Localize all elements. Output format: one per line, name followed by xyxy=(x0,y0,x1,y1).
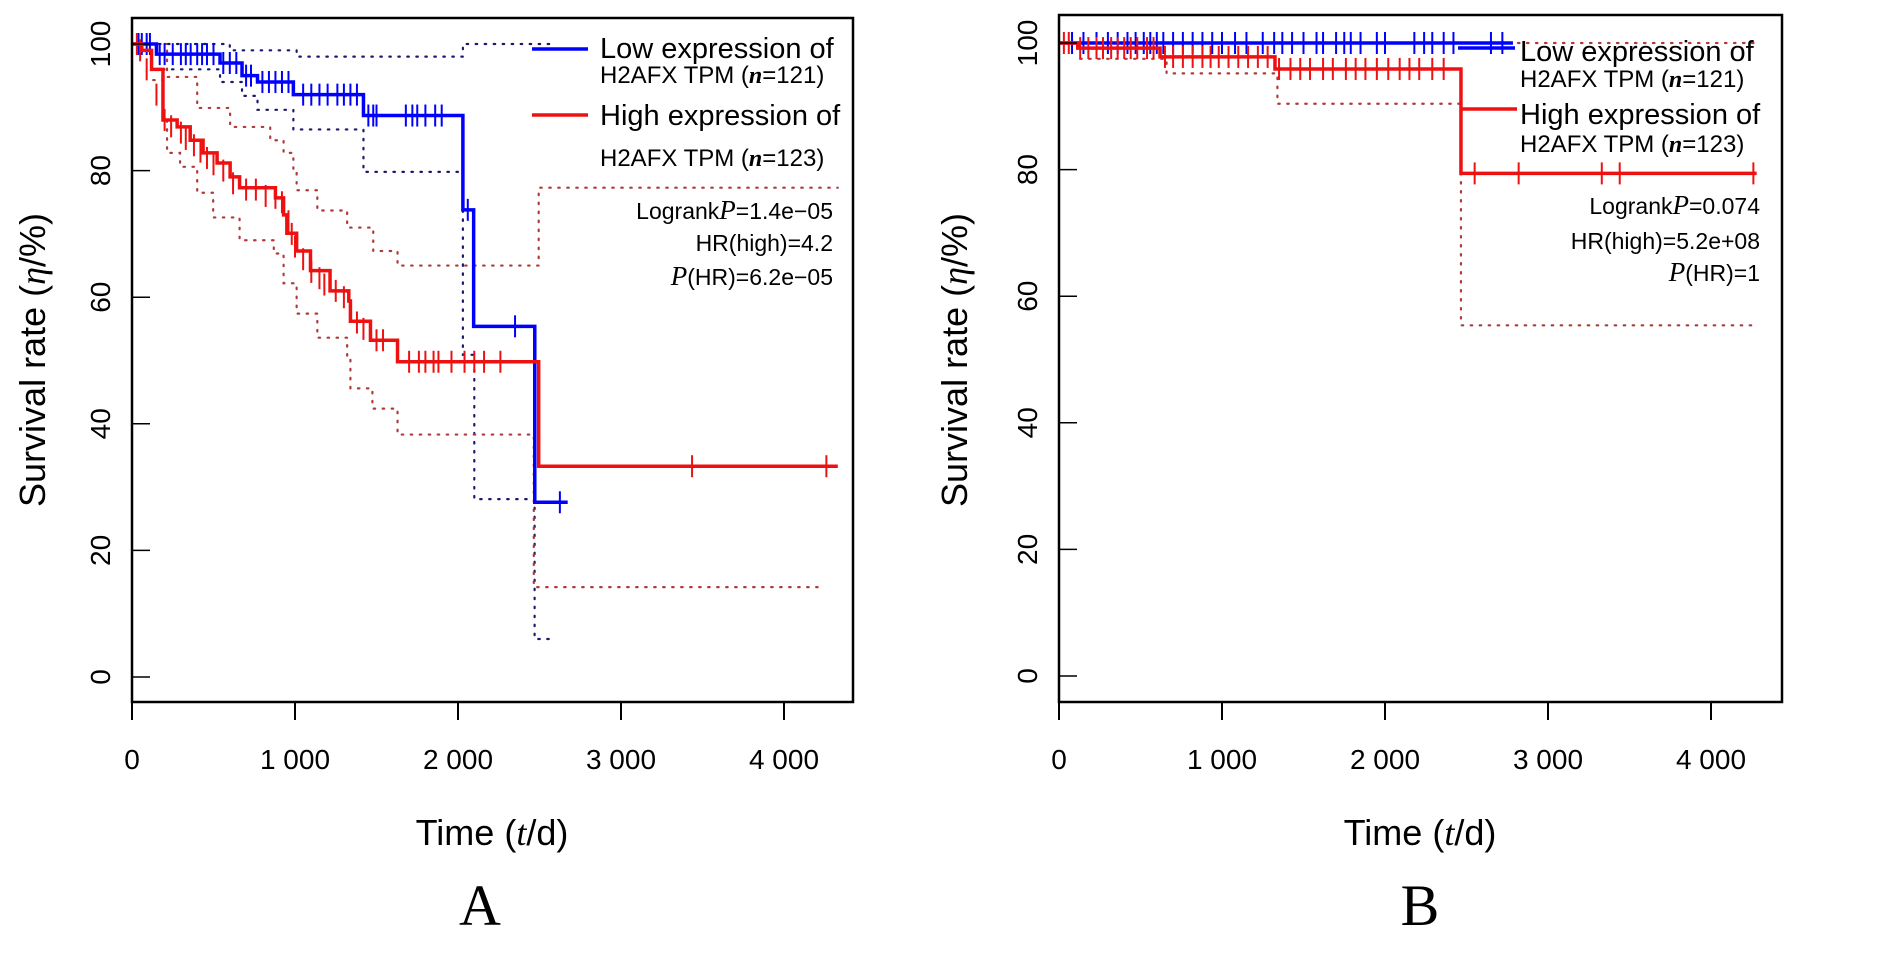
panel-a-frame xyxy=(130,16,855,704)
y-tick-label: 20 xyxy=(85,535,116,566)
stat-logrank-p: LogrankP=1.4e−05 xyxy=(636,195,833,225)
stat-logrank-p: LogrankP=0.074 xyxy=(1589,190,1760,220)
panel-a-x-axis-title: Time (t/d) xyxy=(416,812,569,853)
x-tick-label: 2 000 xyxy=(1350,744,1420,775)
x-tick-label: 3 000 xyxy=(1513,744,1583,775)
stat-p-hr: P(HR)=6.2e−05 xyxy=(670,261,833,291)
x-tick-label: 0 xyxy=(124,744,140,775)
y-tick-label: 40 xyxy=(85,408,116,439)
panel-b-label: B xyxy=(1401,873,1440,938)
y-tick-label: 100 xyxy=(1012,20,1043,67)
panel-a-label: A xyxy=(459,873,501,938)
y-tick-label: 0 xyxy=(1012,668,1043,684)
legend-label-high-line1: High expression of xyxy=(1520,99,1761,131)
panel-b-legend: Low expression of H2AFX TPM (n=121) High… xyxy=(1458,36,1761,158)
stat-hr-high: HR(high)=4.2 xyxy=(696,230,833,256)
x-tick-label: 1 000 xyxy=(260,744,330,775)
panel-b-stats: LogrankP=0.074 HR(high)=5.2e+08 P(HR)=1 xyxy=(1571,190,1760,287)
panel-b-plot-area xyxy=(1057,32,1758,327)
panel-a-legend: Low expression of H2AFX TPM (n=121) High… xyxy=(532,33,841,172)
panel-b: 0 1 000 2 000 3 000 4 000 0 20 40 60 80 100 Time (… xyxy=(934,13,1784,938)
y-tick-label: 20 xyxy=(1012,534,1043,565)
y-tick-label: 100 xyxy=(85,21,116,68)
low-ci-lower-line xyxy=(161,68,554,641)
x-tick-label: 1 000 xyxy=(1187,744,1257,775)
y-tick-label: 40 xyxy=(1012,407,1043,438)
legend-label-low-line2: H2AFX TPM (n=121) xyxy=(600,62,824,89)
low-survival-curve xyxy=(132,42,568,505)
legend-label-high-line2: H2AFX TPM (n=123) xyxy=(600,145,824,172)
legend-label-low-line1: Low expression of xyxy=(600,33,835,65)
high-ci-lower-line xyxy=(1079,57,1755,327)
panel-b-ticks: 0 1 000 2 000 3 000 4 000 0 20 40 60 80 100 xyxy=(1012,20,1746,775)
panel-a-ticks: 0 1 000 2 000 3 000 4 000 0 20 40 60 80 100 xyxy=(85,21,819,775)
legend-label-high-line1: High expression of xyxy=(600,100,841,132)
panel-a-plot-area xyxy=(130,33,839,641)
panel-a: 0 1 000 2 000 3 000 4 000 0 20 40 60 80 100 Time (… xyxy=(12,16,855,938)
y-tick-label: 60 xyxy=(85,282,116,313)
x-tick-label: 0 xyxy=(1051,744,1067,775)
x-tick-label: 3 000 xyxy=(586,744,656,775)
panel-b-frame xyxy=(1057,13,1784,704)
low-ci-upper-line xyxy=(130,42,556,58)
y-tick-label: 80 xyxy=(85,155,116,186)
y-tick-label: 0 xyxy=(85,669,116,685)
x-tick-label: 2 000 xyxy=(423,744,493,775)
x-tick-label: 4 000 xyxy=(1676,744,1746,775)
x-tick-label: 4 000 xyxy=(749,744,819,775)
panel-a-y-axis-title: Survival rate (η/%) xyxy=(12,213,53,507)
high-survival-curve xyxy=(1059,41,1757,176)
y-tick-label: 60 xyxy=(1012,281,1043,312)
legend-label-high-line2: H2AFX TPM (n=123) xyxy=(1520,131,1744,158)
legend-label-low-line1: Low expression of xyxy=(1520,36,1755,68)
stat-p-hr: P(HR)=1 xyxy=(1668,257,1760,287)
legend-label-low-line2: H2AFX TPM (n=121) xyxy=(1520,66,1744,93)
stat-hr-high: HR(high)=5.2e+08 xyxy=(1571,228,1760,254)
y-tick-label: 80 xyxy=(1012,154,1043,185)
panel-a-stats: LogrankP=1.4e−05 HR(high)=4.2 P(HR)=6.2e… xyxy=(636,195,833,291)
panel-b-y-axis-title: Survival rate (η/%) xyxy=(934,213,975,507)
panel-b-x-axis-title: Time (t/d) xyxy=(1344,812,1497,853)
high-survival-curve xyxy=(132,42,838,468)
